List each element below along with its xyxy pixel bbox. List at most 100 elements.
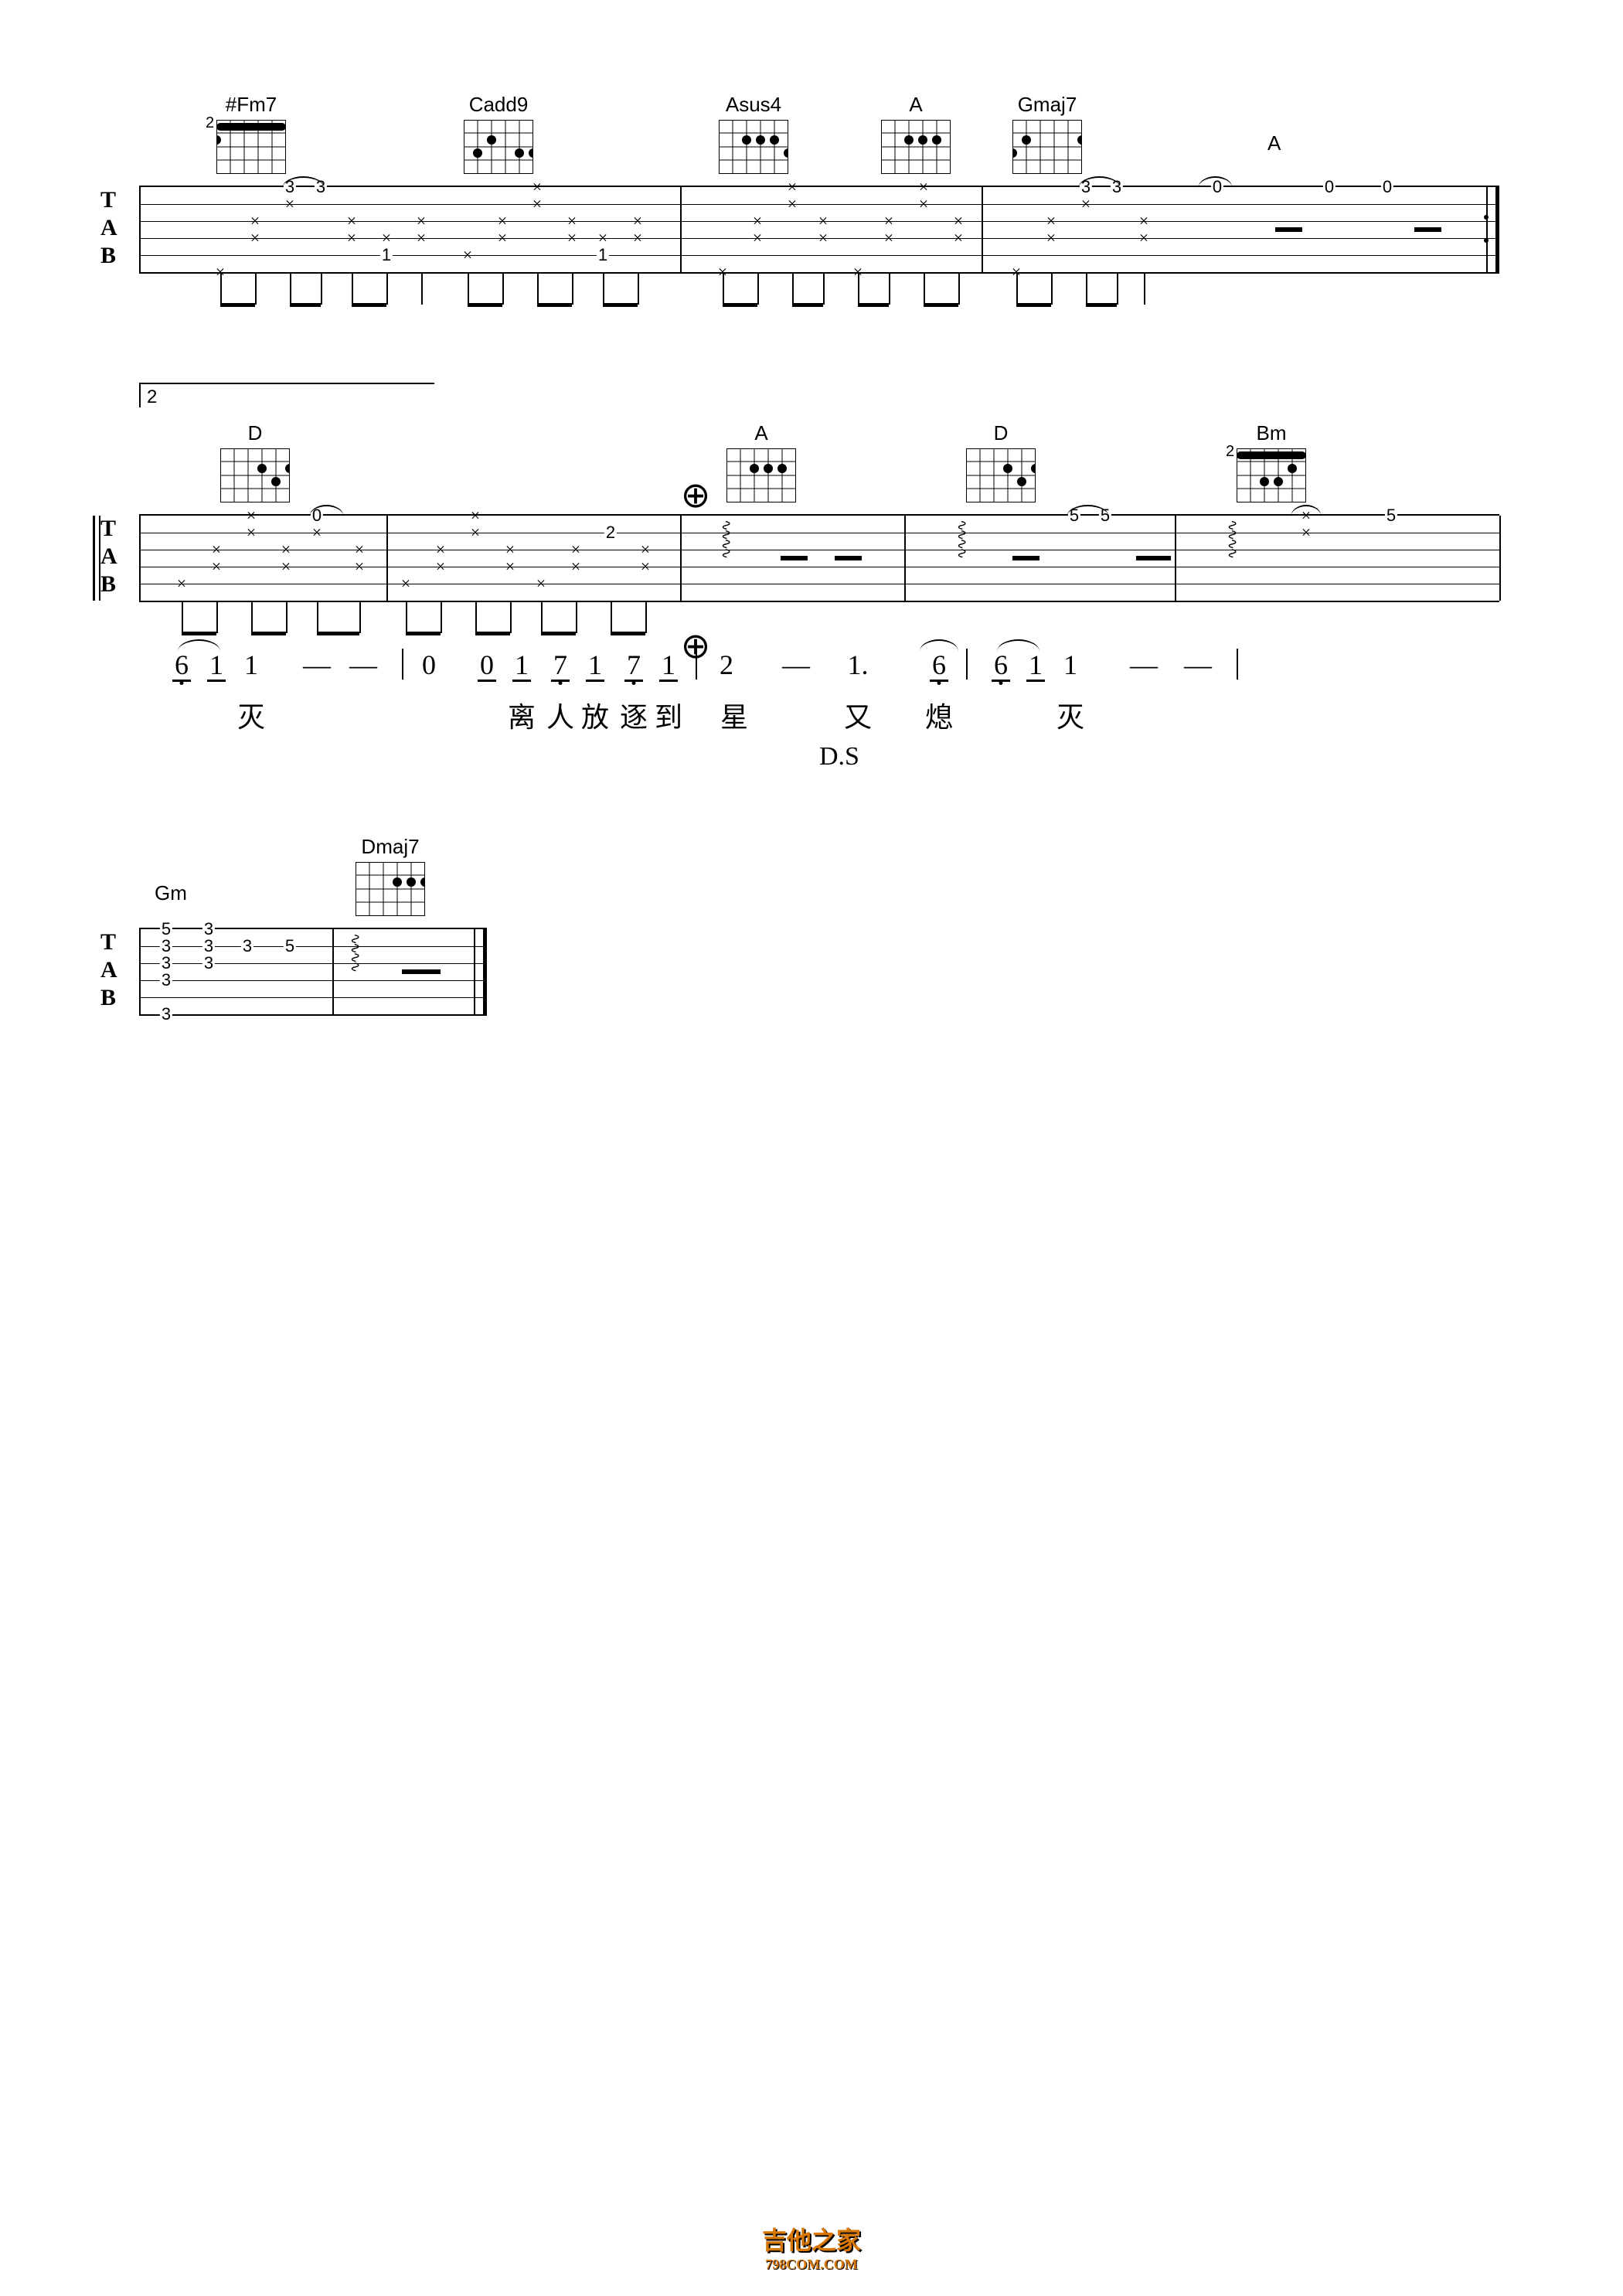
rest-mark [1012,556,1039,560]
note-stem [638,274,639,305]
chord-grid-icon [464,120,533,174]
duration-underline [624,680,643,682]
beam [220,303,255,307]
note-stem [386,274,388,305]
mute-mark: × [247,506,256,526]
beam [468,303,502,307]
numbered-note: 1 [515,649,529,681]
barline [904,516,906,601]
rest-mark [1414,227,1441,232]
barline [93,516,95,601]
note-stem [251,602,253,633]
lyric-character: 灭 [1056,695,1084,735]
mute-mark: × [641,540,650,560]
chord-name: D [966,421,1036,445]
tie-mark [178,639,220,652]
barline [139,516,141,601]
chord-cadd9: Cadd9 [464,93,533,178]
mute-mark: × [417,211,426,231]
mute-mark: × [463,245,472,265]
tab-a-label: A [100,959,117,982]
numbered-note: 1 [1029,649,1043,681]
tab-staff-2: T A B ××××××××0××××××××××××2××55××5 ∿∿∿∿ [139,514,1499,602]
beam [924,303,958,307]
rest-mark [781,556,808,560]
beam [723,303,757,307]
beam [406,632,441,635]
lyric-character: 逐 [620,695,648,735]
chord-name: Asus4 [719,93,788,117]
numbered-note: 1. [848,649,869,681]
coda-icon: ⊕ [681,474,711,516]
lyric-character: 到 [655,695,682,735]
barline [1175,516,1176,601]
note-stem [603,274,604,305]
sheet-music-page: #Fm7 2 Cadd9 [0,0,1623,2296]
note-stem [255,274,257,305]
note-stem [352,274,353,305]
beam [792,303,823,307]
note-stem [286,602,288,633]
tab-staff-3: T A B 5333333335 ∿∿∿∿ [139,928,487,1016]
system-2: 2 D A [139,410,1499,741]
numbered-note: — [1184,649,1212,681]
numbered-note: 7 [627,649,641,681]
note-stem [924,274,925,305]
note-stem [1086,274,1087,305]
measure-bar [696,649,697,680]
duration-underline [659,680,678,682]
numbered-note: 6 [175,649,189,681]
note-stem [723,274,724,305]
numbered-note: 1 [662,649,675,681]
note-stem [572,274,573,305]
duration-underline [172,680,191,682]
chord-name: A [1267,131,1281,155]
mute-mark: × [436,540,445,560]
mute-mark: × [753,211,762,231]
chord-asus4: Asus4 [719,93,788,178]
mute-mark: × [1139,211,1148,231]
chord-row-2: D A D [139,421,1499,514]
duration-underline [930,680,948,682]
system-3: Gm Dmaj7 T A B [139,835,487,1016]
mute-mark: × [884,211,893,231]
mute-mark: × [177,574,186,594]
chord-gmaj7: Gmaj7 [1012,93,1082,178]
beam [317,632,359,635]
chord-a: A [726,421,796,506]
beam [1016,303,1051,307]
chord-grid-icon [220,448,290,502]
chord-name: A [881,93,951,117]
beam [352,303,386,307]
numbered-note: 7 [553,649,567,681]
chord-bm: Bm 2 [1237,421,1306,506]
mute-mark: × [788,177,797,197]
mute-mark: × [498,211,507,231]
repeat-dot [1484,215,1489,220]
mute-mark: × [505,540,515,560]
tie-mark [997,639,1039,652]
note-stem [537,274,539,305]
numbered-note: — [349,649,377,681]
numbered-note: 6 [994,649,1008,681]
final-barline [474,929,487,1014]
note-stem [576,602,577,633]
duration-underline [551,680,570,682]
note-stem [757,274,759,305]
numbered-note: 0 [422,649,436,681]
chord-grid-icon [966,448,1036,502]
barline [139,929,141,1014]
duration-underline [992,680,1010,682]
note-stem [958,274,960,305]
note-stem [823,274,825,305]
beam [251,632,286,635]
numbered-note: — [782,649,810,681]
beam [537,303,572,307]
numbered-note: 1 [244,649,258,681]
mute-mark: × [401,574,410,594]
beam [1086,303,1117,307]
fret-position: 2 [1226,443,1234,461]
strum-arrow-icon: ∿∿∿∿ [954,519,970,557]
chord-name: Cadd9 [464,93,533,117]
chord-name: #Fm7 [216,93,286,117]
